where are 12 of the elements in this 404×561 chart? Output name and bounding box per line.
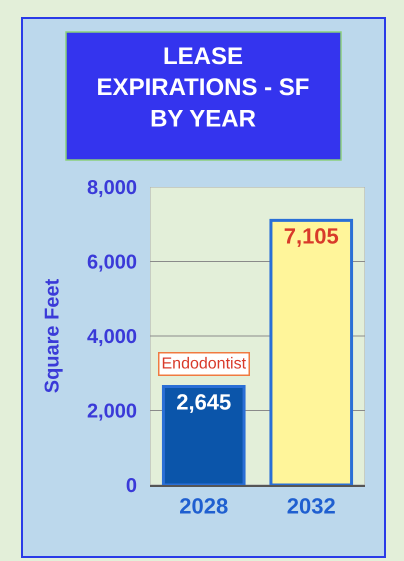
data-label: 2,645 [176,389,232,414]
y-tick-label: 6,000 [86,252,137,274]
chart-title: LEASE EXPIRATIONS - SF BY YEAR [96,43,310,132]
annotation: Endodontist [162,356,247,372]
data-label: 7,105 [284,223,339,248]
x-tick-label: 2032 [286,493,336,518]
y-tick-label: 0 [126,475,137,497]
x-tick-label: 2028 [179,493,228,518]
y-tick-label: 2,000 [86,400,137,422]
y-tick-label: 8,000 [86,177,137,199]
y-tick-label: 4,000 [86,326,137,348]
y-axis-title: Square Feet [41,278,64,394]
